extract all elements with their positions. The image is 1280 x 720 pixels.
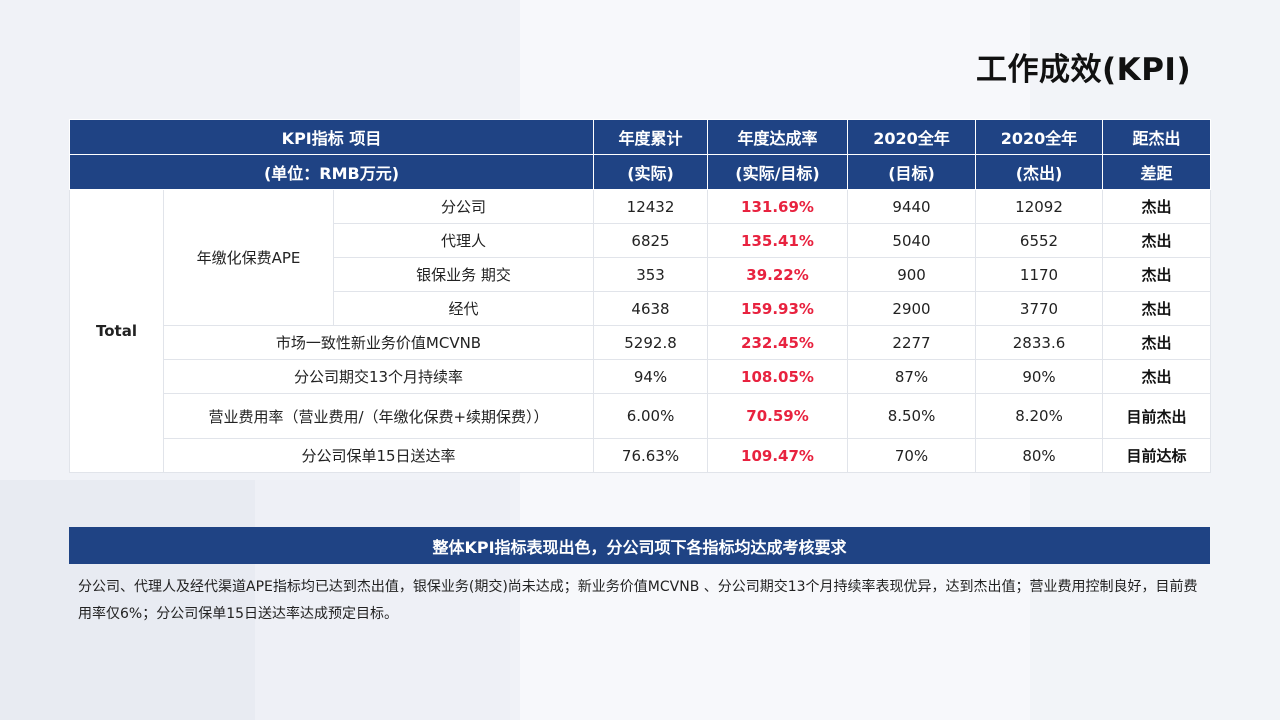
- rate-value: 232.45%: [707, 325, 849, 360]
- target-value: 9440: [847, 189, 977, 224]
- excellent-value: 1170: [975, 257, 1104, 292]
- rate-value: 131.69%: [707, 189, 849, 224]
- header-cell: (杰出): [975, 154, 1104, 190]
- header-cell: 2020全年: [975, 119, 1104, 155]
- actual-value: 5292.8: [593, 325, 709, 360]
- header-cell: (目标): [847, 154, 977, 190]
- gap-status: 杰出: [1102, 223, 1212, 258]
- excellent-value: 90%: [975, 359, 1104, 394]
- table-row: 银保业务 期交 353 39.22% 900 1170 杰出: [70, 257, 1212, 292]
- actual-value: 4638: [593, 291, 709, 326]
- target-value: 900: [847, 257, 977, 292]
- target-value: 87%: [847, 359, 977, 394]
- target-value: 2277: [847, 325, 977, 360]
- excellent-value: 8.20%: [975, 393, 1104, 439]
- header-cell: KPI指标 项目: [68, 119, 595, 155]
- table-row: 代理人 6825 135.41% 5040 6552 杰出: [70, 223, 1212, 258]
- page-title: 工作成效(KPI): [976, 52, 1192, 88]
- excellent-value: 6552: [975, 223, 1104, 258]
- header-cell: 差距: [1102, 154, 1212, 190]
- table-row: 营业费用率（营业费用/（年缴化保费+续期保费）） 6.00% 70.59% 8.…: [70, 393, 1212, 439]
- header-row: KPI指标 项目 年度累计 年度达成率 2020全年 2020全年 距杰出: [68, 119, 1212, 155]
- summary-text: 分公司、代理人及经代渠道APE指标均已达到杰出值，银保业务(期交)尚未达成；新业…: [78, 579, 1198, 622]
- rate-value: 109.47%: [707, 438, 849, 473]
- excellent-value: 2833.6: [975, 325, 1104, 360]
- summary-heading: 整体KPI指标表现出色，分公司项下各指标均达成考核要求: [69, 527, 1210, 564]
- header-cell: (实际): [593, 154, 709, 190]
- gap-status: 目前杰出: [1102, 393, 1212, 439]
- gap-status: 杰出: [1102, 257, 1212, 292]
- background-block: [0, 480, 255, 720]
- excellent-value: 80%: [975, 438, 1104, 473]
- gap-status: 杰出: [1102, 189, 1212, 224]
- group-label: Total: [69, 189, 164, 473]
- target-value: 2900: [847, 291, 977, 326]
- excellent-value: 12092: [975, 189, 1104, 224]
- row-name: 营业费用率（营业费用/（年缴化保费+续期保费））: [162, 393, 595, 439]
- actual-value: 6.00%: [593, 393, 709, 439]
- ape-label: 年缴化保费APE: [163, 189, 334, 326]
- rate-value: 135.41%: [707, 223, 849, 258]
- gap-status: 杰出: [1102, 291, 1212, 326]
- table-row: 市场一致性新业务价值MCVNB 5292.8 232.45% 2277 2833…: [70, 325, 1212, 360]
- row-name: 市场一致性新业务价值MCVNB: [162, 325, 595, 360]
- rate-value: 70.59%: [707, 393, 849, 439]
- gap-status: 杰出: [1102, 359, 1212, 394]
- rate-value: 159.93%: [707, 291, 849, 326]
- row-name: 分公司期交13个月持续率: [162, 359, 595, 394]
- header-cell: 2020全年: [847, 119, 977, 155]
- row-name: 分公司保单15日送达率: [162, 438, 595, 473]
- actual-value: 6825: [593, 223, 709, 258]
- gap-status: 目前达标: [1102, 438, 1212, 473]
- excellent-value: 3770: [975, 291, 1104, 326]
- header-cell: 距杰出: [1102, 119, 1212, 155]
- kpi-table: KPI指标 项目 年度累计 年度达成率 2020全年 2020全年 距杰出 (单…: [68, 119, 1212, 473]
- table-row: 分公司保单15日送达率 76.63% 109.47% 70% 80% 目前达标: [70, 438, 1212, 473]
- row-name: 银保业务 期交: [332, 257, 595, 292]
- rate-value: 39.22%: [707, 257, 849, 292]
- header-row: (单位：RMB万元) (实际) (实际/目标) (目标) (杰出) 差距: [68, 154, 1212, 190]
- gap-status: 杰出: [1102, 325, 1212, 360]
- actual-value: 76.63%: [593, 438, 709, 473]
- actual-value: 94%: [593, 359, 709, 394]
- header-cell: (单位：RMB万元): [68, 154, 595, 190]
- target-value: 5040: [847, 223, 977, 258]
- rate-value: 108.05%: [707, 359, 849, 394]
- background-block: [255, 480, 510, 720]
- row-name: 分公司: [332, 189, 595, 224]
- actual-value: 12432: [593, 189, 709, 224]
- row-name: 经代: [332, 291, 595, 326]
- actual-value: 353: [593, 257, 709, 292]
- row-name: 代理人: [332, 223, 595, 258]
- header-cell: (实际/目标): [707, 154, 849, 190]
- table-row: 分公司期交13个月持续率 94% 108.05% 87% 90% 杰出: [70, 359, 1212, 394]
- table-row: 经代 4638 159.93% 2900 3770 杰出: [70, 291, 1212, 326]
- table-row: Total 年缴化保费APE 分公司 12432 131.69% 9440 12…: [69, 189, 1212, 473]
- target-value: 70%: [847, 438, 977, 473]
- header-cell: 年度达成率: [707, 119, 849, 155]
- header-cell: 年度累计: [593, 119, 709, 155]
- target-value: 8.50%: [847, 393, 977, 439]
